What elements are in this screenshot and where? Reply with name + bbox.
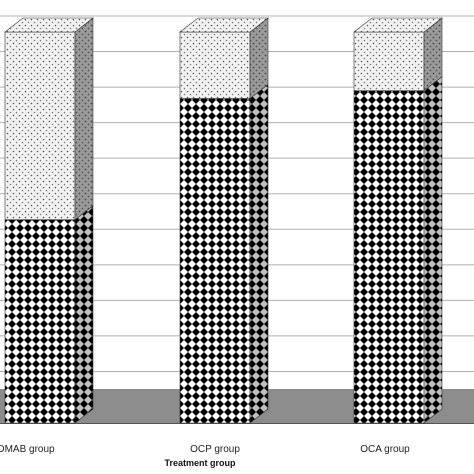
x-axis-title: Treatment group	[164, 458, 236, 468]
x-tick-label: DMAB group	[0, 444, 55, 455]
bar-stack	[4, 17, 94, 424]
bar-side-checker	[249, 83, 269, 424]
bar-stack	[353, 17, 443, 424]
x-tick-label: OCP group	[190, 444, 240, 455]
bar-side-checker	[74, 205, 94, 424]
bar-top-dotted	[179, 17, 269, 33]
bar-segment-dotted	[4, 31, 76, 220]
x-tick-label: OCA group	[360, 444, 410, 455]
bar-segment-dotted	[353, 31, 425, 91]
bar-top-dotted	[4, 17, 94, 33]
bars	[4, 17, 443, 424]
bar-side-checker	[423, 76, 443, 424]
bar-segment-checker	[353, 90, 425, 424]
bar-top-dotted	[353, 17, 443, 33]
bar-stack	[179, 17, 269, 424]
bar-segment-dotted	[179, 31, 251, 99]
bar-segment-checker	[179, 98, 251, 424]
x-tick-labels: DMAB group OCP group OCA group	[0, 444, 410, 455]
bar-segment-checker	[4, 219, 76, 424]
bar-side-dotted	[74, 17, 94, 221]
